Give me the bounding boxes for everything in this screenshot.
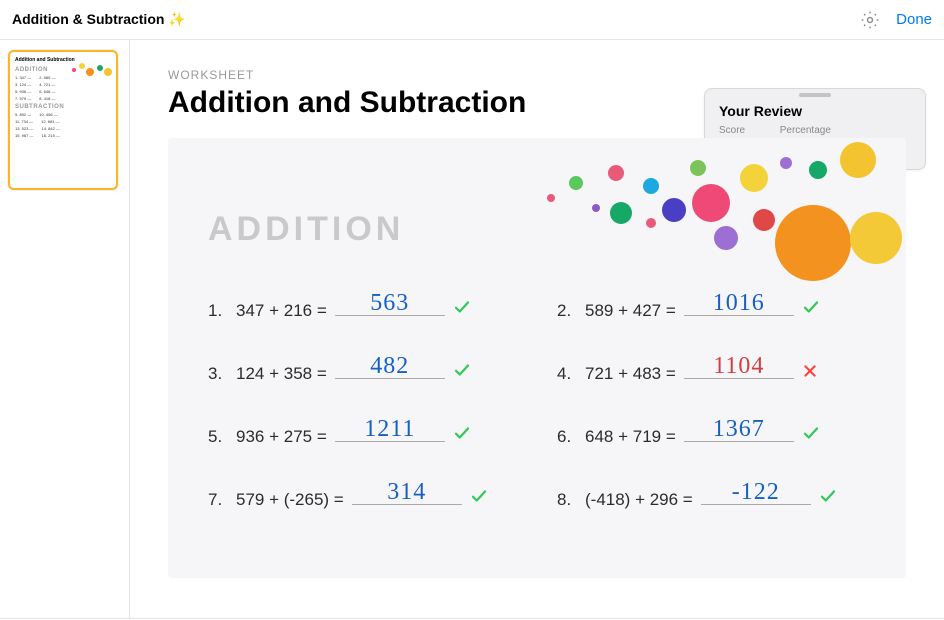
check-icon	[453, 424, 473, 442]
problem-expression: 347 + 216 =	[236, 301, 327, 321]
problem-number: 6.	[557, 427, 575, 447]
eyebrow: WORKSHEET	[168, 68, 906, 82]
problem-expression: 579 + (-265) =	[236, 490, 344, 510]
problem-number: 2.	[557, 301, 575, 321]
handwritten-answer: 314	[387, 479, 426, 506]
gear-icon[interactable]	[860, 10, 880, 30]
problem-number: 4.	[557, 364, 575, 384]
answer-blank[interactable]: 482	[335, 351, 445, 379]
problem-row: 5. 936 + 275 = 1211	[208, 414, 517, 447]
answer-blank[interactable]: 563	[335, 288, 445, 316]
problem-row: 8. (-418) + 296 = -122	[557, 477, 866, 510]
pct-label: Percentage	[780, 125, 831, 136]
handwritten-answer: 1367	[713, 416, 765, 443]
problem-expression: 124 + 358 =	[236, 364, 327, 384]
problem-row: 2. 589 + 427 = 1016	[557, 288, 866, 321]
doc-title: Addition & Subtraction ✨	[12, 11, 186, 28]
handwritten-answer: 1016	[713, 290, 765, 317]
toolbar: Addition & Subtraction ✨ Done	[0, 0, 944, 40]
answer-blank[interactable]: 1367	[684, 414, 794, 442]
worksheet-sheet: ADDITION 1. 347 + 216 = 563 2. 589 + 427 = 10…	[168, 138, 906, 578]
check-icon	[819, 487, 839, 505]
check-icon	[453, 361, 473, 379]
check-icon	[453, 298, 473, 316]
problem-expression: (-418) + 296 =	[585, 490, 693, 510]
decorative-bubbles	[466, 138, 906, 308]
drag-handle-icon[interactable]	[799, 93, 831, 97]
problem-row: 4. 721 + 483 = 1104	[557, 351, 866, 384]
problem-number: 3.	[208, 364, 226, 384]
check-icon	[470, 487, 490, 505]
problem-expression: 589 + 427 =	[585, 301, 676, 321]
problem-expression: 648 + 719 =	[585, 427, 676, 447]
answer-blank[interactable]: 1104	[684, 351, 794, 379]
cross-icon	[802, 363, 822, 379]
problems-grid: 1. 347 + 216 = 563 2. 589 + 427 = 1016 3. 124 +…	[208, 288, 866, 510]
handwritten-answer: -122	[732, 479, 780, 506]
answer-blank[interactable]: 314	[352, 477, 462, 505]
thumbnail-sidebar: Addition and Subtraction ADDITION 1. 347…	[0, 40, 130, 618]
main: Addition and Subtraction ADDITION 1. 347…	[0, 40, 944, 619]
handwritten-answer: 563	[370, 290, 409, 317]
section-label: ADDITION	[208, 210, 404, 249]
done-button[interactable]: Done	[896, 11, 932, 28]
problem-number: 7.	[208, 490, 226, 510]
page-thumbnail[interactable]: Addition and Subtraction ADDITION 1. 347…	[8, 50, 118, 190]
answer-blank[interactable]: 1016	[684, 288, 794, 316]
problem-number: 8.	[557, 490, 575, 510]
problem-expression: 721 + 483 =	[585, 364, 676, 384]
check-icon	[802, 298, 822, 316]
problem-expression: 936 + 275 =	[236, 427, 327, 447]
problem-row: 6. 648 + 719 = 1367	[557, 414, 866, 447]
answer-blank[interactable]: 1211	[335, 414, 445, 442]
score-label: Score	[719, 125, 756, 136]
handwritten-answer: 1211	[364, 416, 415, 443]
handwritten-answer: 1104	[713, 353, 764, 380]
canvas: WORKSHEET Addition and Subtraction Your …	[130, 40, 944, 618]
problem-number: 1.	[208, 301, 226, 321]
check-icon	[802, 424, 822, 442]
review-title: Your Review	[719, 103, 911, 119]
problem-row: 3. 124 + 358 = 482	[208, 351, 517, 384]
problem-row: 1. 347 + 216 = 563	[208, 288, 517, 321]
answer-blank[interactable]: -122	[701, 477, 811, 505]
handwritten-answer: 482	[370, 353, 409, 380]
problem-number: 5.	[208, 427, 226, 447]
problem-row: 7. 579 + (-265) = 314	[208, 477, 517, 510]
